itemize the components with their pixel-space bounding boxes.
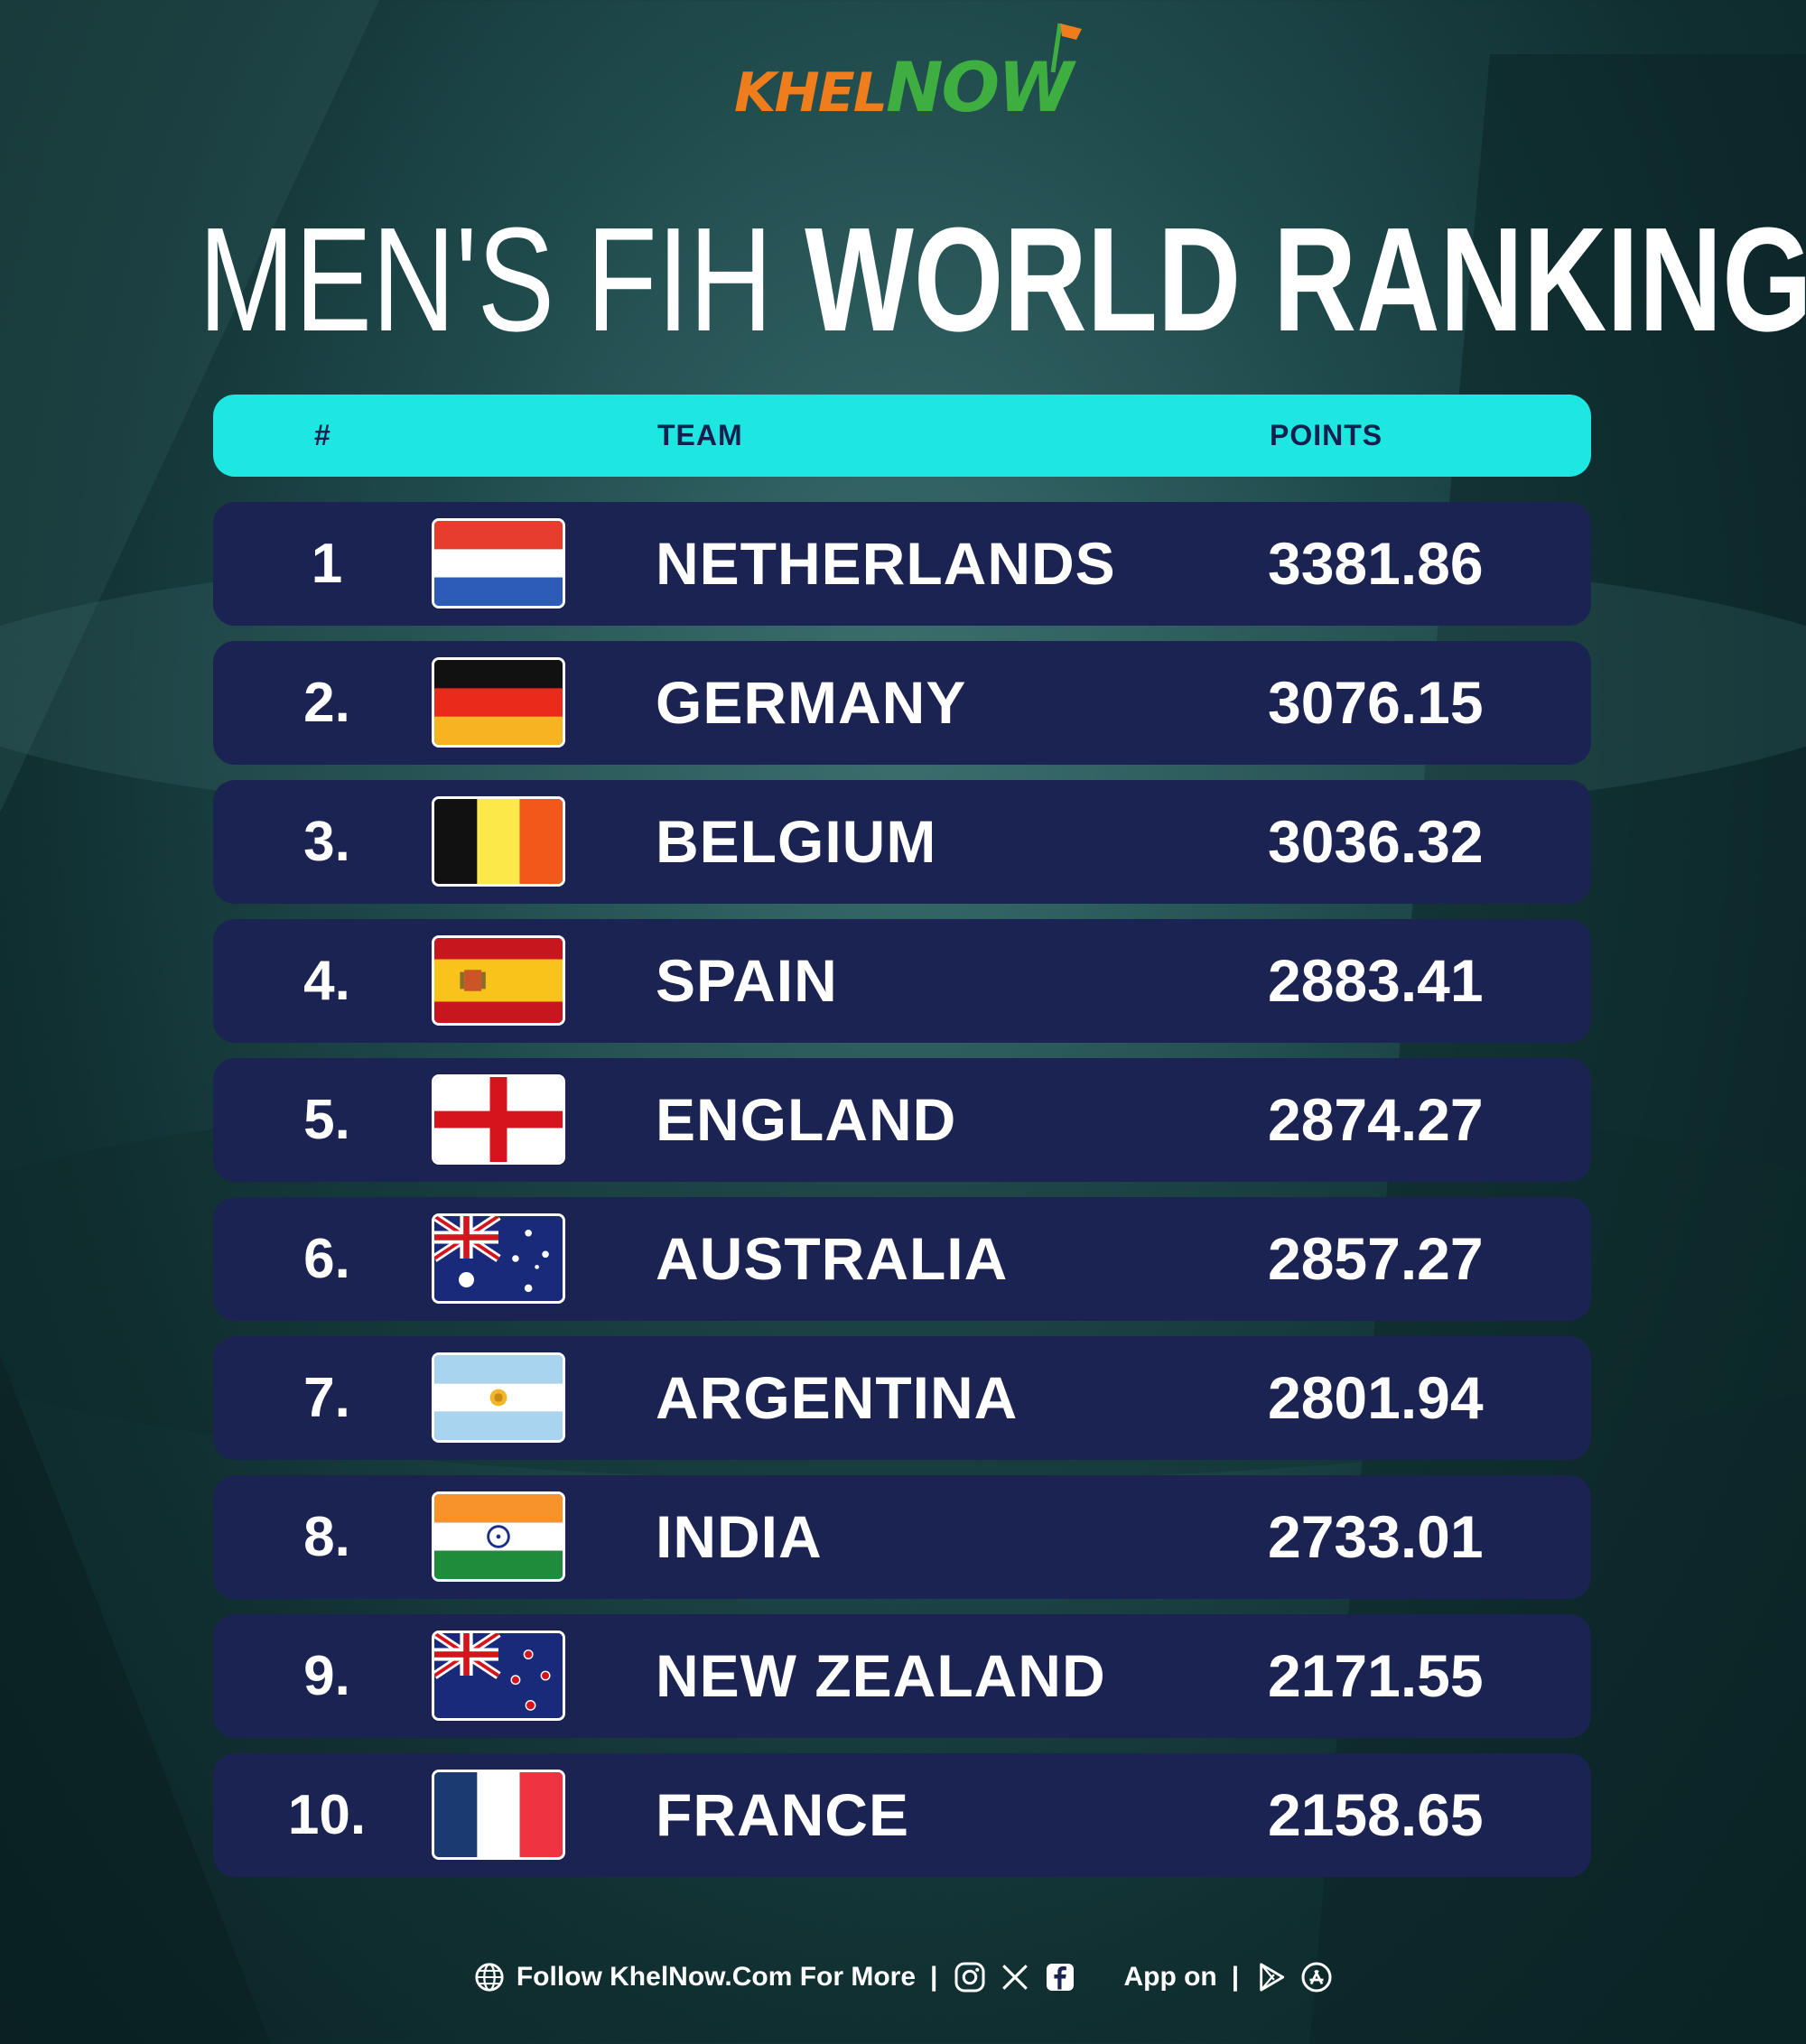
page-title: MEN'S FIH WORLD RANKINGS <box>199 206 1806 354</box>
row-points: 2857.27 <box>1268 1225 1484 1292</box>
header-team: TEAM <box>657 419 743 451</box>
facebook-icon[interactable] <box>1042 1959 1078 1995</box>
row-points: 2801.94 <box>1268 1364 1484 1431</box>
row-rank: 9. <box>303 1645 350 1707</box>
table-row: 8. INDIA 2733.01 <box>213 1475 1591 1599</box>
logo-text-now: NOW <box>885 47 1074 127</box>
table-row: 4. SPAIN 2883.41 <box>213 919 1591 1043</box>
australia-flag-icon <box>432 1213 565 1304</box>
row-rank: 2. <box>303 672 350 734</box>
app-store-icon[interactable] <box>1299 1959 1335 1995</box>
table-row: 10. FRANCE 2158.65 <box>213 1753 1591 1877</box>
row-points: 3036.32 <box>1268 808 1484 875</box>
germany-flag-icon <box>432 657 565 748</box>
row-team: FRANCE <box>656 1781 909 1848</box>
logo-text-khel: KHEL <box>734 61 888 125</box>
row-rank: 6. <box>303 1228 350 1290</box>
spain-flag-icon <box>432 935 565 1026</box>
row-points: 3076.15 <box>1268 669 1484 736</box>
header-points: POINTS <box>1270 419 1383 451</box>
logo-flag-icon <box>1050 23 1082 73</box>
row-points: 2158.65 <box>1268 1781 1484 1848</box>
table-row: 5. ENGLAND 2874.27 <box>213 1058 1591 1182</box>
row-team: NETHERLANDS <box>656 530 1116 597</box>
app-text: App on <box>1123 1962 1217 1992</box>
england-flag-icon <box>432 1074 565 1165</box>
footer-separator: | <box>1231 1962 1240 1992</box>
row-rank: 4. <box>303 950 350 1012</box>
new-zealand-flag-icon <box>432 1631 565 1721</box>
khelnow-logo: KHELNOW <box>0 23 1806 128</box>
row-rank: 5. <box>303 1089 350 1151</box>
row-points: 2874.27 <box>1268 1086 1484 1153</box>
x-icon[interactable] <box>997 1959 1033 1995</box>
title-light-part: MEN'S FIH <box>199 197 805 362</box>
row-team: INDIA <box>656 1503 823 1570</box>
row-team: ARGENTINA <box>656 1364 1019 1431</box>
netherlands-flag-icon <box>432 518 565 609</box>
row-team: GERMANY <box>656 669 967 736</box>
row-rank: 10. <box>287 1784 367 1846</box>
instagram-icon[interactable] <box>952 1959 988 1995</box>
table-row: 2. GERMANY 3076.15 <box>213 641 1591 765</box>
table-row: 7. ARGENTINA 2801.94 <box>213 1336 1591 1460</box>
globe-icon <box>471 1959 507 1995</box>
belgium-flag-icon <box>432 796 565 887</box>
france-flag-icon <box>432 1770 565 1860</box>
table-row: 1 NETHERLANDS 3381.86 <box>213 502 1591 626</box>
row-team: BELGIUM <box>656 808 937 875</box>
table-row: 3. BELGIUM 3036.32 <box>213 780 1591 904</box>
table-row: 6. AUSTRALIA 2857.27 <box>213 1197 1591 1321</box>
table-row: 9. NEW ZEALAND 2171.55 <box>213 1614 1591 1738</box>
row-rank: 7. <box>303 1367 350 1429</box>
table-header: # TEAM POINTS <box>213 395 1591 477</box>
footer-separator: | <box>930 1962 938 1992</box>
title-bold-part: WORLD RANKINGS <box>805 197 1806 362</box>
argentina-flag-icon <box>432 1352 565 1443</box>
header-rank: # <box>314 419 331 451</box>
row-rank: 8. <box>303 1506 350 1568</box>
row-points: 2733.01 <box>1268 1503 1484 1570</box>
row-points: 2171.55 <box>1268 1642 1484 1709</box>
follow-text: Follow KhelNow.Com For More <box>516 1962 917 1992</box>
india-flag-icon <box>432 1491 565 1582</box>
row-points: 3381.86 <box>1268 530 1484 597</box>
row-team: ENGLAND <box>656 1086 957 1153</box>
row-team: SPAIN <box>656 947 838 1014</box>
row-rank: 1 <box>311 533 343 595</box>
footer: Follow KhelNow.Com For More | App on | <box>0 1950 1806 2004</box>
row-team: AUSTRALIA <box>656 1225 1009 1292</box>
row-rank: 3. <box>303 811 350 873</box>
row-team: NEW ZEALAND <box>656 1642 1106 1709</box>
row-points: 2883.41 <box>1268 947 1484 1014</box>
play-store-icon[interactable] <box>1253 1959 1289 1995</box>
